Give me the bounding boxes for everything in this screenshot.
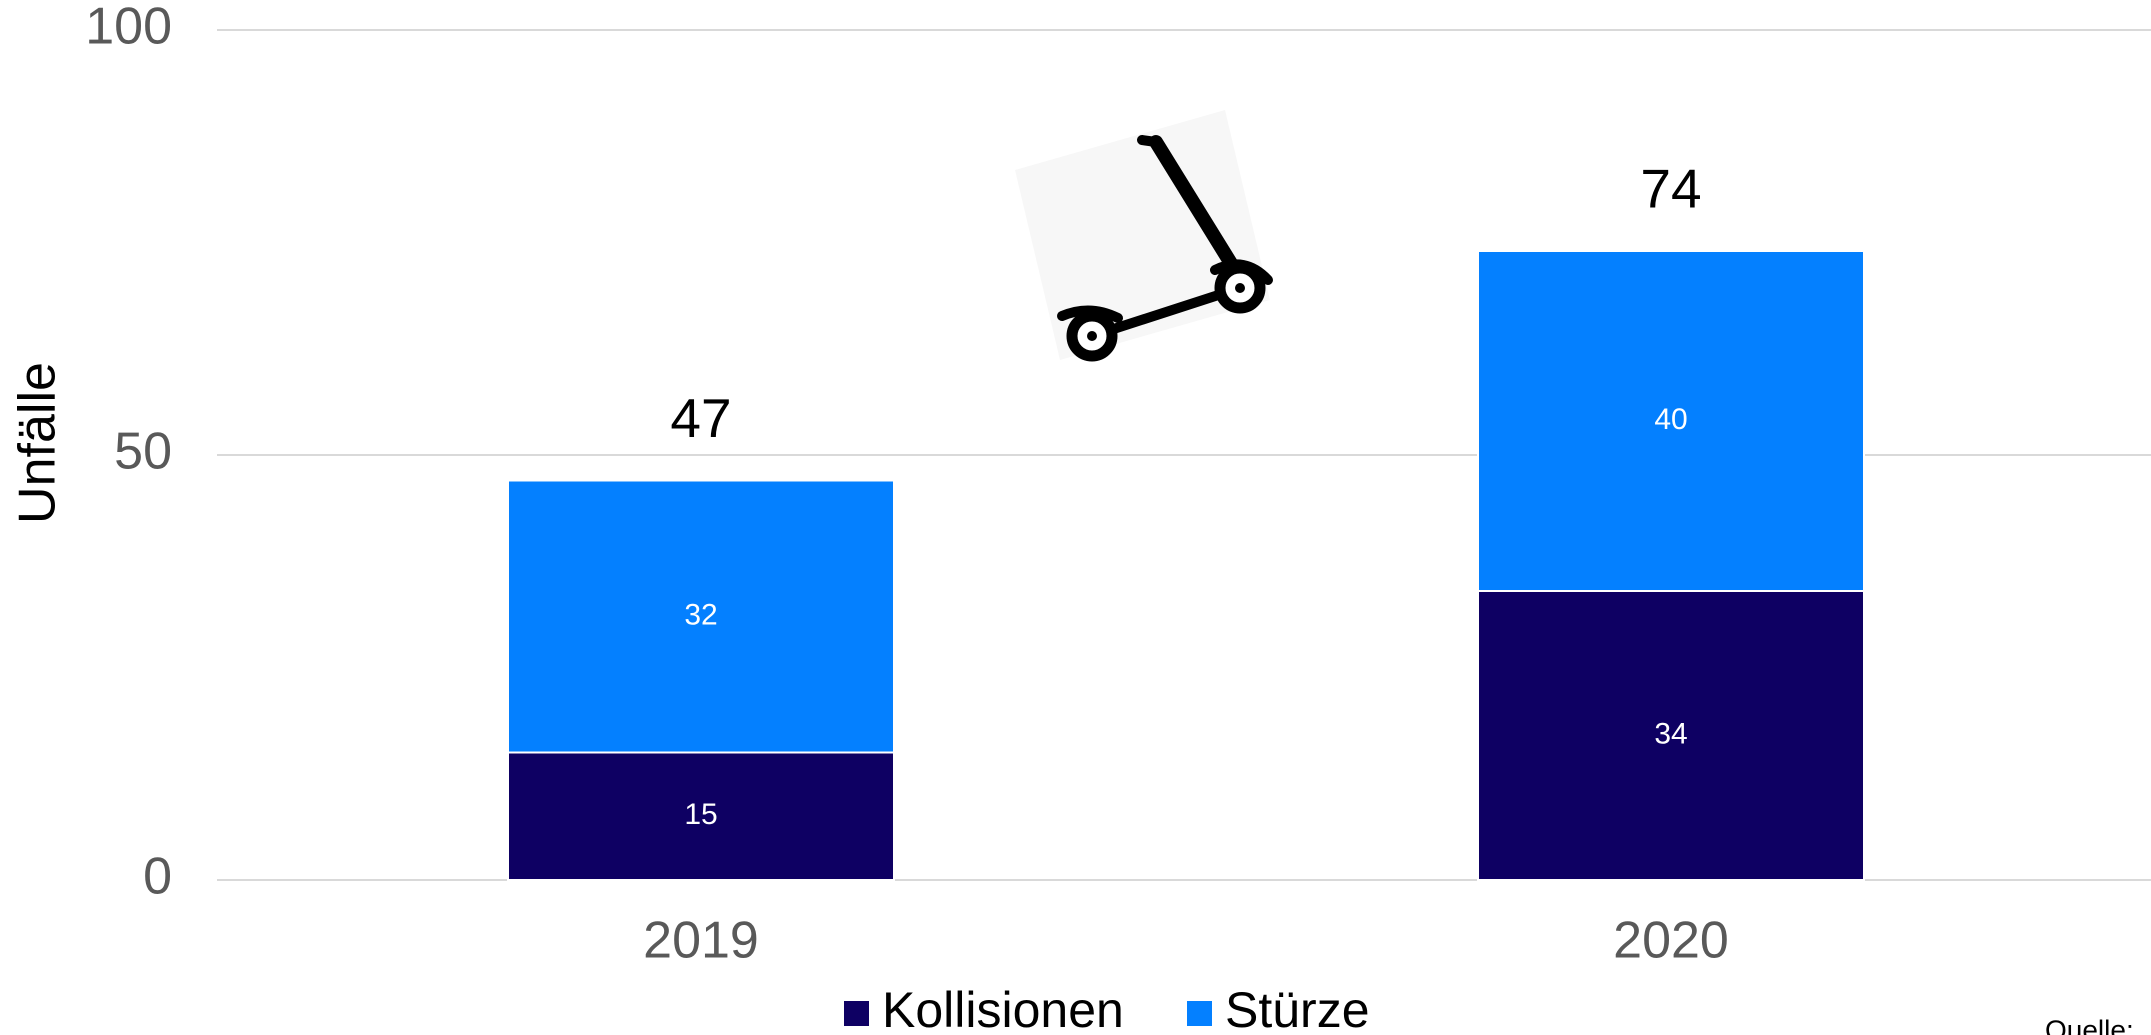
y-tick-label: 100 (85, 0, 172, 56)
legend-swatch (1187, 1001, 1212, 1026)
segment-label: 32 (684, 598, 717, 631)
legend-swatch (844, 1001, 869, 1026)
x-tick-label: 2019 (643, 912, 759, 970)
y-axis-label: Unfälle (9, 362, 67, 524)
total-label: 47 (670, 387, 731, 449)
scooter-icon (1015, 110, 1273, 362)
x-tick-label: 2020 (1613, 912, 1729, 970)
source: Quelle: (2045, 1014, 2134, 1035)
legend-label: Kollisionen (882, 982, 1124, 1035)
total-label: 74 (1640, 158, 1701, 220)
y-tick-label: 50 (114, 423, 172, 481)
y-tick-label: 0 (143, 848, 172, 906)
bar-segment (1477, 590, 1865, 881)
bar-segment (507, 479, 895, 754)
legend-label: Stürze (1225, 982, 1370, 1035)
segment-label: 15 (684, 798, 717, 831)
bar-segment (1477, 250, 1865, 592)
segment-label: 34 (1654, 717, 1687, 750)
segment-label: 40 (1654, 403, 1687, 436)
